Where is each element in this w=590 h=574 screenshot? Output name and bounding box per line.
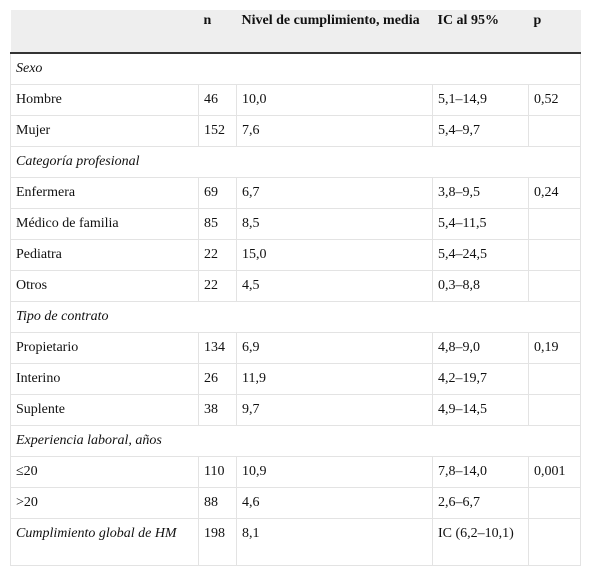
cell: 8,1: [236, 517, 433, 566]
cell: 22: [198, 269, 237, 302]
cell: 110: [198, 455, 237, 488]
row-label: Interino: [10, 362, 199, 395]
header-cell: [10, 10, 199, 54]
table-body: Sexo Hombre 46 10,0 5,1–14,9 0,52 Mujer 152 7,6 5…: [10, 52, 581, 566]
header-cell: Nivel de cumplimiento, media: [236, 10, 433, 54]
row-label: Cumplimiento global de HM: [10, 517, 199, 566]
data-table: n Nivel de cumplimiento, media IC al 95%…: [10, 10, 581, 566]
header-cell: IC al 95%: [432, 10, 529, 54]
cell: 10,0: [236, 83, 433, 116]
cell: 15,0: [236, 238, 433, 271]
section-row: Tipo de contrato: [10, 300, 581, 333]
cell: [528, 393, 581, 426]
data-row: Suplente 38 9,7 4,9–14,5: [10, 393, 581, 426]
cell: 5,4–9,7: [432, 114, 529, 147]
cell: 0,3–8,8: [432, 269, 529, 302]
section-title: Sexo: [10, 52, 581, 85]
row-label: Hombre: [10, 83, 199, 116]
row-label: >20: [10, 486, 199, 519]
header-cell: p: [528, 10, 581, 54]
total-row: Cumplimiento global de HM 198 8,1 IC (6,2–1…: [10, 517, 581, 566]
cell: 4,2–19,7: [432, 362, 529, 395]
cell: 10,9: [236, 455, 433, 488]
cell: 7,8–14,0: [432, 455, 529, 488]
data-row: Médico de familia 85 8,5 5,4–11,5: [10, 207, 581, 240]
cell: 7,6: [236, 114, 433, 147]
cell: 6,7: [236, 176, 433, 209]
data-row: Interino 26 11,9 4,2–19,7: [10, 362, 581, 395]
row-label: Suplente: [10, 393, 199, 426]
cell: 4,8–9,0: [432, 331, 529, 364]
data-row: Mujer 152 7,6 5,4–9,7: [10, 114, 581, 147]
data-row: Pediatra 22 15,0 5,4–24,5: [10, 238, 581, 271]
data-row: Otros 22 4,5 0,3–8,8: [10, 269, 581, 302]
cell: [528, 362, 581, 395]
cell: 26: [198, 362, 237, 395]
cell: 85: [198, 207, 237, 240]
section-title: Tipo de contrato: [10, 300, 581, 333]
row-label: Otros: [10, 269, 199, 302]
section-row: Categoría profesional: [10, 145, 581, 178]
cell: 38: [198, 393, 237, 426]
row-label: ≤20: [10, 455, 199, 488]
cell: 0,19: [528, 331, 581, 364]
cell: 3,8–9,5: [432, 176, 529, 209]
table-header: n Nivel de cumplimiento, media IC al 95%…: [10, 10, 581, 54]
header-row: n Nivel de cumplimiento, media IC al 95%…: [10, 10, 581, 54]
data-row: ≤20 110 10,9 7,8–14,0 0,001: [10, 455, 581, 488]
cell: [528, 207, 581, 240]
cell: 9,7: [236, 393, 433, 426]
data-row: Propietario 134 6,9 4,8–9,0 0,19: [10, 331, 581, 364]
section-title: Categoría profesional: [10, 145, 581, 178]
cell: 5,4–11,5: [432, 207, 529, 240]
cell: [528, 486, 581, 519]
header-cell: n: [198, 10, 237, 54]
cell: 5,1–14,9: [432, 83, 529, 116]
cell: 88: [198, 486, 237, 519]
cell: 198: [198, 517, 237, 566]
cell: 134: [198, 331, 237, 364]
cell: 5,4–24,5: [432, 238, 529, 271]
data-row: Enfermera 69 6,7 3,8–9,5 0,24: [10, 176, 581, 209]
section-row: Sexo: [10, 52, 581, 85]
row-label: Propietario: [10, 331, 199, 364]
cell: [528, 114, 581, 147]
cell: 6,9: [236, 331, 433, 364]
cell: 8,5: [236, 207, 433, 240]
cell: [528, 238, 581, 271]
cell: 0,24: [528, 176, 581, 209]
row-label: Enfermera: [10, 176, 199, 209]
cell: 4,9–14,5: [432, 393, 529, 426]
section-row: Experiencia laboral, años: [10, 424, 581, 457]
cell: 0,52: [528, 83, 581, 116]
row-label: Médico de familia: [10, 207, 199, 240]
data-row: >20 88 4,6 2,6–6,7: [10, 486, 581, 519]
cell: IC (6,2–10,1): [432, 517, 529, 566]
row-label: Mujer: [10, 114, 199, 147]
cell: 0,001: [528, 455, 581, 488]
cell: 152: [198, 114, 237, 147]
cell: [528, 517, 581, 566]
cell: [528, 269, 581, 302]
cell: 4,6: [236, 486, 433, 519]
cell: 46: [198, 83, 237, 116]
cell: 4,5: [236, 269, 433, 302]
cell: 2,6–6,7: [432, 486, 529, 519]
cell: 22: [198, 238, 237, 271]
row-label: Pediatra: [10, 238, 199, 271]
section-title: Experiencia laboral, años: [10, 424, 581, 457]
cell: 11,9: [236, 362, 433, 395]
data-row: Hombre 46 10,0 5,1–14,9 0,52: [10, 83, 581, 116]
cell: 69: [198, 176, 237, 209]
